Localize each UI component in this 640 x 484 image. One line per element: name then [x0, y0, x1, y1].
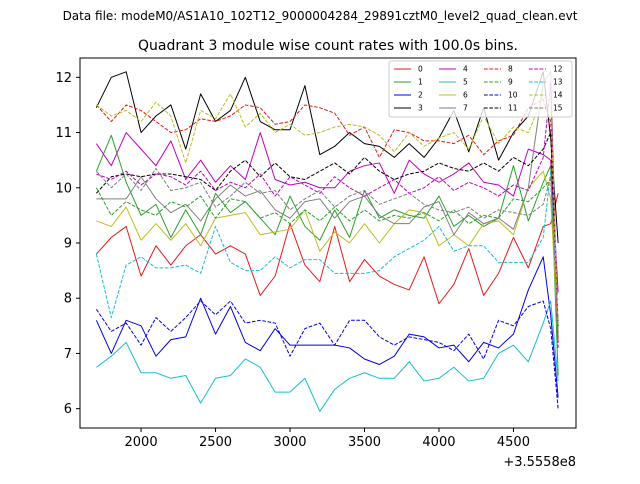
legend-label-12: 12 — [553, 65, 563, 74]
legend-label-11: 11 — [508, 104, 518, 113]
plot-title: Quadrant 3 module wise count rates with … — [138, 38, 518, 54]
x-tick-label: 4000 — [422, 435, 455, 450]
legend-label-0: 0 — [418, 65, 423, 74]
series-line-7 — [96, 71, 559, 343]
series-line-3 — [95, 71, 559, 244]
legend-label-10: 10 — [508, 91, 518, 100]
legend-label-6: 6 — [463, 91, 468, 100]
y-tick-label: 6 — [64, 402, 72, 417]
legend-label-8: 8 — [508, 65, 513, 74]
series-line-14 — [96, 93, 559, 332]
legend-label-1: 1 — [418, 78, 423, 87]
series-line-9 — [95, 178, 559, 326]
series-group — [95, 71, 559, 412]
series-line-15 — [96, 167, 559, 332]
legend-label-14: 14 — [553, 91, 563, 100]
legend-label-15: 15 — [553, 104, 563, 113]
series-line-10 — [95, 300, 559, 409]
figure-suptitle: Data file: modeM0/AS1A10_102T12_90000042… — [63, 9, 578, 23]
series-line-5 — [96, 300, 559, 412]
legend-label-9: 9 — [508, 78, 513, 87]
x-tick-label: 2000 — [125, 435, 158, 450]
y-tick-label: 8 — [64, 292, 72, 307]
y-tick-label: 12 — [55, 71, 72, 86]
legend-label-4: 4 — [463, 65, 468, 74]
y-tick-label: 9 — [64, 237, 72, 252]
series-line-4 — [95, 132, 559, 293]
series-line-1 — [95, 134, 559, 376]
y-tick-label: 10 — [55, 181, 72, 196]
legend-label-7: 7 — [463, 104, 468, 113]
legend-label-2: 2 — [418, 91, 423, 100]
series-line-13 — [95, 170, 559, 326]
x-tick-label: 3000 — [273, 435, 306, 450]
series-line-11 — [96, 132, 559, 326]
legend-box — [388, 60, 573, 118]
y-tick-label: 11 — [55, 126, 72, 141]
legend-label-3: 3 — [418, 104, 423, 113]
x-tick-label: 4500 — [497, 435, 530, 450]
x-tick-label: 3500 — [348, 435, 381, 450]
series-line-6 — [96, 170, 559, 337]
x-tick-label: 2500 — [199, 435, 232, 450]
series-line-12 — [96, 82, 559, 348]
series-line-0 — [96, 193, 559, 305]
legend-label-5: 5 — [463, 78, 468, 87]
legend-label-13: 13 — [553, 78, 563, 87]
y-tick-label: 7 — [64, 347, 72, 362]
x-axis-offset-label: +3.5558e8 — [503, 455, 576, 470]
